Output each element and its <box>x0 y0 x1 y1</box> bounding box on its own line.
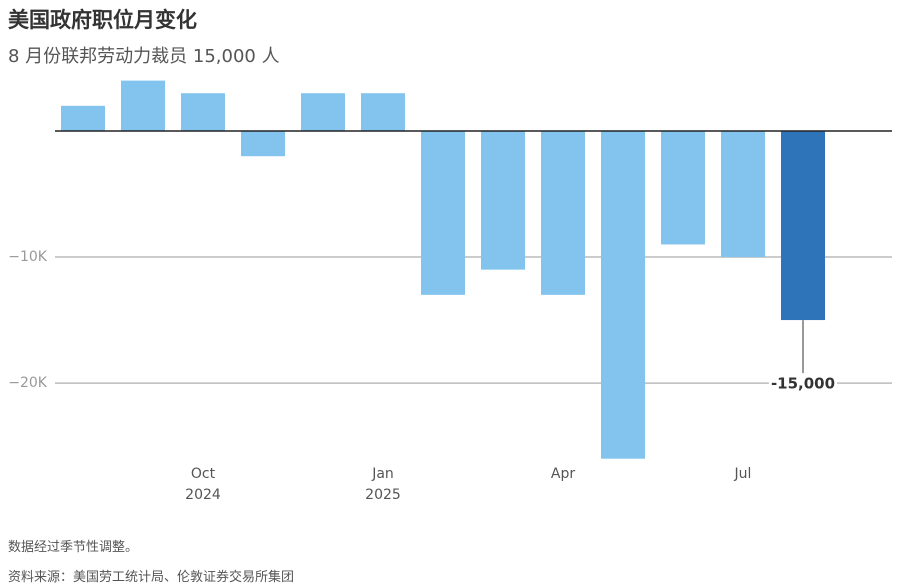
x-tick-label: Jan 2025 <box>365 466 401 503</box>
source: 资料来源：美国劳工统计局、伦敦证券交易所集团 <box>8 570 295 585</box>
chart-title: 美国政府职位月变化 <box>8 8 197 32</box>
note: 数据经过季节性调整。 <box>8 540 139 555</box>
x-tick-label: Jul <box>734 466 752 482</box>
bar <box>601 131 645 459</box>
y-tick-label: −20K <box>8 375 48 391</box>
bar <box>361 93 405 132</box>
bar <box>241 131 285 157</box>
bar <box>661 131 705 245</box>
bar <box>481 131 525 270</box>
y-tick-label: −10K <box>8 249 48 265</box>
label-bg <box>769 375 837 394</box>
bar <box>181 93 225 132</box>
bar <box>301 93 345 132</box>
bar <box>721 131 765 258</box>
chart-subtitle: 8 月份联邦劳动力裁员 15,000 人 <box>8 46 280 67</box>
bar <box>61 105 105 132</box>
bar <box>541 131 585 295</box>
bar <box>121 80 165 132</box>
value-label: -15,000 <box>771 375 835 393</box>
bar <box>421 131 465 295</box>
x-tick-label: Apr <box>550 466 576 482</box>
bar <box>781 131 825 321</box>
x-tick-label: Oct 2024 <box>185 466 221 503</box>
